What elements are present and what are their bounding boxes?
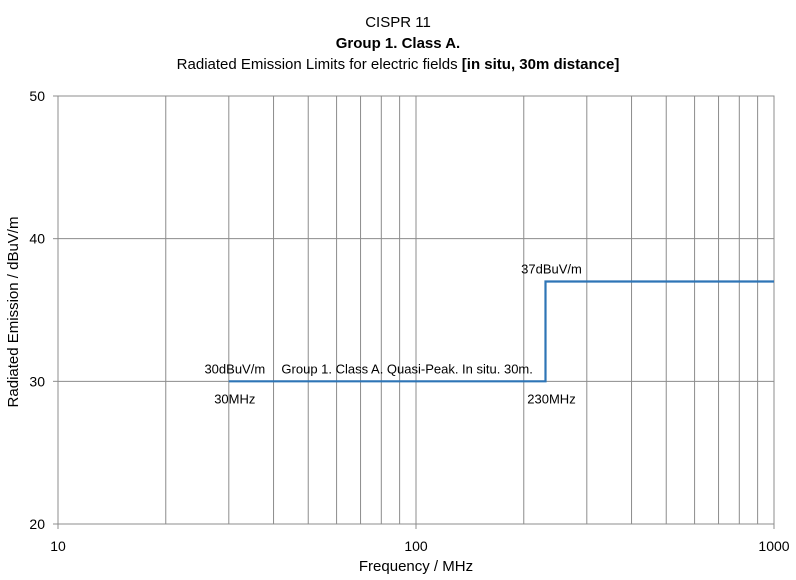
y-tick-label: 20 (29, 516, 45, 532)
y-tick-label: 50 (29, 88, 45, 104)
x-tick-label: 10 (50, 538, 66, 554)
x-axis-label: Frequency / MHz (359, 558, 473, 575)
series-line (228, 280, 774, 383)
chart-title: CISPR 11 (365, 14, 431, 31)
x-tick-label: 100 (404, 538, 428, 554)
y-tick-label: 30 (29, 373, 45, 389)
x-tick-label: 1000 (758, 538, 789, 554)
annotation-label: 230MHz (527, 391, 575, 406)
chart-subtitle-2: Radiated Emission Limits for electric fi… (0, 54, 796, 75)
annotation-label: 30dBuV/m (204, 361, 265, 376)
series-label: Group 1. Class A. Quasi-Peak. In situ. 3… (281, 361, 532, 376)
chart-subtitle: Group 1. Class A. (335, 35, 461, 52)
y-axis-label: Radiated Emission / dBuV/m (5, 217, 22, 408)
chart-title-block: CISPR 11 Group 1. Class A. Radiated Emis… (0, 12, 796, 75)
y-tick-label: 40 (29, 231, 45, 247)
chart-subtitle-2-plain: Radiated Emission Limits for electric fi… (176, 56, 462, 73)
annotation-label: 37dBuV/m (521, 261, 582, 276)
chart-subtitle-2-bold: [in situ, 30m distance] (461, 56, 620, 73)
annotation-label: 30MHz (214, 391, 255, 406)
